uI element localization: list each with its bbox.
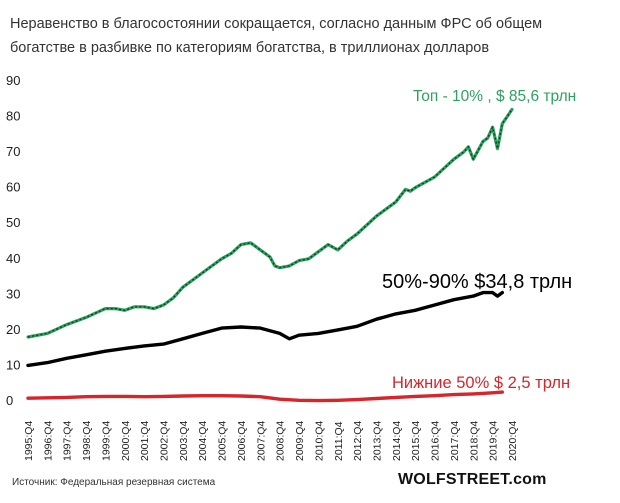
series-bottom-50-label: Нижние 50% $ 2,5 трлн bbox=[392, 374, 570, 392]
x-tick-label: 2020:Q4 bbox=[507, 421, 519, 461]
x-tick-label: 2015:Q4 bbox=[410, 421, 422, 461]
series-bottom-50-line bbox=[26, 390, 504, 403]
x-tick-label: 2014:Q4 bbox=[391, 421, 403, 461]
x-tick-label: 2001:Q4 bbox=[139, 421, 151, 461]
series-50-90-label: 50%-90% $34,8 трлн bbox=[382, 271, 572, 293]
x-tick-label: 2012:Q4 bbox=[352, 421, 364, 461]
x-tick-label: 2009:Q4 bbox=[294, 421, 306, 461]
y-tick-label: 50 bbox=[6, 215, 20, 230]
x-tick-label: 2007:Q4 bbox=[255, 421, 267, 461]
y-tick-label: 90 bbox=[6, 73, 20, 88]
y-tick-label: 60 bbox=[6, 180, 20, 195]
y-tick-label: 30 bbox=[6, 286, 20, 301]
x-tick-label: 2008:Q4 bbox=[275, 421, 287, 461]
chart-title: Неравенство в благосостоянии сокращается… bbox=[10, 12, 610, 60]
y-axis: 0 10 20 30 40 50 60 70 80 90 bbox=[6, 73, 20, 408]
y-tick-label: 20 bbox=[6, 322, 20, 337]
chart-title-line-1: Неравенство в благосостоянии сокращается… bbox=[10, 16, 543, 32]
x-tick-label: 2016:Q4 bbox=[430, 421, 442, 461]
x-tick-label: 2017:Q4 bbox=[449, 421, 461, 461]
x-tick-label: 2011:Q4 bbox=[333, 421, 345, 461]
x-tick-label: 2005:Q4 bbox=[217, 421, 229, 461]
source-note: Источник: Федеральная резервная система bbox=[12, 477, 216, 488]
x-tick-label: 1999:Q4 bbox=[100, 421, 112, 461]
series-labels: Топ - 10% , $ 85,6 трлн 50%-90% $34,8 трл… bbox=[382, 88, 576, 392]
y-tick-label: 0 bbox=[6, 393, 13, 408]
x-tick-label: 2002:Q4 bbox=[159, 421, 171, 461]
x-tick-label: 2018:Q4 bbox=[468, 421, 480, 461]
x-tick-label: 2000:Q4 bbox=[120, 421, 132, 461]
y-tick-label: 80 bbox=[6, 109, 20, 124]
series-50-90-line bbox=[26, 290, 504, 368]
x-axis: 1995:Q4 1996:Q4 1997:Q4 1998:Q4 1999:Q4 2000:… bbox=[23, 421, 519, 461]
y-tick-label: 40 bbox=[6, 251, 20, 266]
x-tick-label: 1996:Q4 bbox=[42, 421, 54, 461]
x-tick-label: 2003:Q4 bbox=[178, 421, 190, 461]
chart-title-line-2: богатстве в разбивке по категориям богат… bbox=[10, 40, 490, 56]
series-top-10-line-dots bbox=[27, 109, 513, 338]
series-lines bbox=[26, 107, 514, 403]
x-tick-label: 2006:Q4 bbox=[236, 421, 248, 461]
x-tick-label: 1995:Q4 bbox=[23, 421, 35, 461]
x-tick-label: 1998:Q4 bbox=[81, 421, 93, 461]
y-tick-label: 10 bbox=[6, 357, 20, 372]
x-tick-label: 2019:Q4 bbox=[488, 421, 500, 461]
x-tick-label: 2010:Q4 bbox=[313, 421, 325, 461]
x-tick-label: 1997:Q4 bbox=[62, 421, 74, 461]
series-top-10-label: Топ - 10% , $ 85,6 трлн bbox=[413, 88, 576, 105]
y-tick-label: 70 bbox=[6, 144, 20, 159]
x-tick-label: 2004:Q4 bbox=[197, 421, 209, 461]
x-tick-label: 2013:Q4 bbox=[371, 421, 383, 461]
brand-logo-text: WOLFSTREET.com bbox=[398, 471, 547, 488]
